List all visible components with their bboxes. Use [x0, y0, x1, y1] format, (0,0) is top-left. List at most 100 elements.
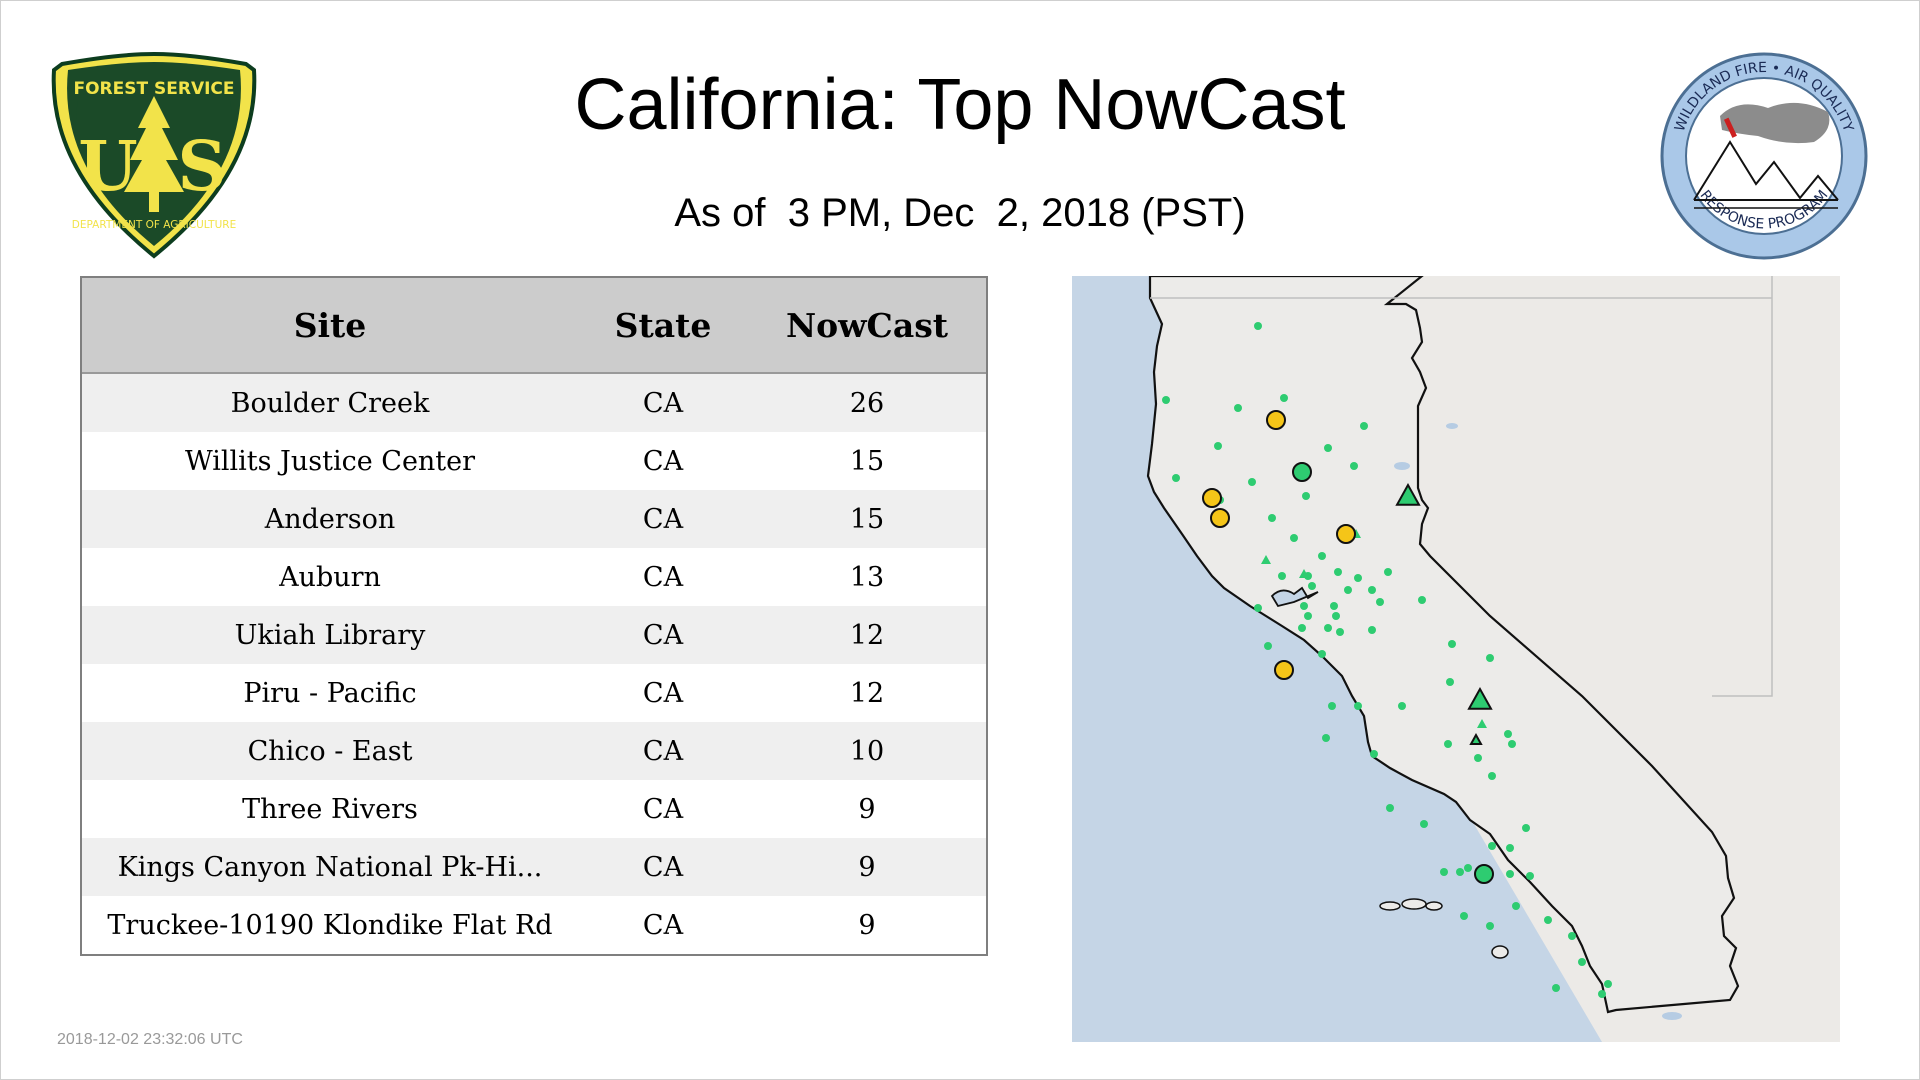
site-marker-small	[1354, 574, 1362, 582]
site-marker-small	[1488, 772, 1496, 780]
table-row: Boulder Creek CA 26	[82, 374, 986, 432]
site-marker-small	[1336, 628, 1344, 636]
cell-nowcast: 13	[849, 561, 885, 593]
site-marker-small	[1350, 462, 1358, 470]
site-marker-small	[1544, 916, 1552, 924]
site-marker-small	[1504, 730, 1512, 738]
site-marker-triangle	[1299, 569, 1309, 578]
table-row: Kings Canyon National Pk-Hi... CA 9	[82, 838, 986, 896]
logo-letter-s: S	[177, 127, 226, 207]
site-marker-small	[1334, 568, 1342, 576]
cell-site: Three Rivers	[242, 793, 418, 825]
site-marker-small	[1254, 604, 1262, 612]
site-marker-small	[1318, 552, 1326, 560]
site-marker-small	[1330, 602, 1338, 610]
site-marker-small	[1386, 804, 1394, 812]
site-marker-large	[1474, 864, 1494, 884]
table-row: Truckee-10190 Klondike Flat Rd CA 9	[82, 896, 986, 954]
site-marker-triangle	[1469, 732, 1483, 745]
logo-letter-u: U	[78, 127, 137, 207]
site-marker-small	[1474, 754, 1482, 762]
site-marker-small	[1254, 322, 1262, 330]
cell-state: CA	[642, 561, 684, 593]
cell-site: Truckee-10190 Klondike Flat Rd	[107, 909, 553, 941]
table-row: Willits Justice Center CA 15	[82, 432, 986, 490]
site-marker-small	[1384, 568, 1392, 576]
column-header-state: State	[614, 305, 712, 345]
lakes	[1394, 423, 1682, 1020]
site-marker-small	[1304, 612, 1312, 620]
cell-nowcast: 10	[849, 735, 885, 767]
site-marker-small	[1488, 842, 1496, 850]
pine-tree-icon	[124, 96, 184, 212]
timestamp-footer: 2018-12-02 23:32:06 UTC	[57, 1031, 243, 1048]
site-marker-triangle	[1467, 686, 1493, 710]
site-marker-small	[1280, 394, 1288, 402]
site-marker-small	[1324, 624, 1332, 632]
site-marker-small	[1456, 868, 1464, 876]
cell-nowcast: 15	[849, 503, 885, 535]
cell-nowcast: 12	[849, 677, 885, 709]
site-marker-small	[1398, 702, 1406, 710]
site-marker-small	[1234, 404, 1242, 412]
site-marker-large	[1266, 410, 1286, 430]
site-marker-small	[1440, 868, 1448, 876]
site-marker-large	[1202, 488, 1222, 508]
table-row: Ukiah Library CA 12	[82, 606, 986, 664]
nevada-utah-border	[1712, 276, 1773, 697]
column-header-nowcast: NowCast	[785, 305, 949, 345]
cell-nowcast: 9	[858, 793, 876, 825]
site-marker-small	[1278, 572, 1286, 580]
site-marker-large	[1210, 508, 1230, 528]
site-marker-small	[1302, 492, 1310, 500]
cell-state: CA	[642, 793, 684, 825]
site-marker-small	[1376, 598, 1384, 606]
site-marker-small	[1368, 626, 1376, 634]
cell-state: CA	[642, 677, 684, 709]
site-marker-small	[1578, 958, 1586, 966]
cell-state: CA	[642, 445, 684, 477]
site-marker-small	[1568, 932, 1576, 940]
cell-nowcast: 12	[849, 619, 885, 651]
site-marker-small	[1300, 602, 1308, 610]
site-marker-large	[1292, 462, 1312, 482]
california-map	[1072, 276, 1840, 1042]
cell-nowcast: 9	[858, 909, 876, 941]
cell-site: Piru - Pacific	[243, 677, 417, 709]
channel-islands	[1379, 898, 1509, 959]
forest-service-logo: FOREST SERVICE U S DEPARTMENT OF AGRICUL…	[51, 51, 257, 259]
table-row: Chico - East CA 10	[82, 722, 986, 780]
cell-site: Willits Justice Center	[184, 445, 476, 477]
site-marker-small	[1420, 820, 1428, 828]
site-marker-small	[1322, 734, 1330, 742]
site-marker-small	[1360, 422, 1368, 430]
site-marker-small	[1324, 444, 1332, 452]
site-marker-small	[1370, 750, 1378, 758]
bay-area	[1270, 586, 1319, 608]
site-marker-small	[1486, 654, 1494, 662]
site-marker-small	[1318, 650, 1326, 658]
page-title: California: Top NowCast	[574, 65, 1346, 145]
cell-site: Kings Canyon National Pk-Hi...	[117, 851, 543, 883]
cell-state: CA	[642, 909, 684, 941]
cell-site: Boulder Creek	[230, 387, 430, 419]
mountain-smoke-icon	[1693, 102, 1839, 209]
site-marker-small	[1506, 844, 1514, 852]
page-subtitle: As of 3 PM, Dec 2, 2018 (PST)	[674, 191, 1246, 235]
wildland-fire-logo: WILDLAND FIRE • AIR QUALITY RESPONSE PRO…	[1660, 52, 1868, 260]
table-row: Anderson CA 15	[82, 490, 986, 548]
california-land	[1146, 276, 1740, 1014]
site-marker-small	[1448, 640, 1456, 648]
table-header: Site State NowCast	[82, 278, 986, 374]
logo-top-text: FOREST SERVICE	[73, 79, 234, 99]
site-marker-small	[1522, 824, 1530, 832]
nowcast-table: Site State NowCast Boulder Creek CA 26 W…	[80, 276, 988, 956]
table-row: Auburn CA 13	[82, 548, 986, 606]
site-marker-small	[1446, 678, 1454, 686]
monitor-sites	[1162, 322, 1612, 998]
site-marker-large	[1336, 524, 1356, 544]
logo-bottom-text: DEPARTMENT OF AGRICULTURE	[72, 219, 236, 231]
site-marker-small	[1354, 702, 1362, 710]
site-marker-small	[1604, 980, 1612, 988]
cell-state: CA	[642, 503, 684, 535]
